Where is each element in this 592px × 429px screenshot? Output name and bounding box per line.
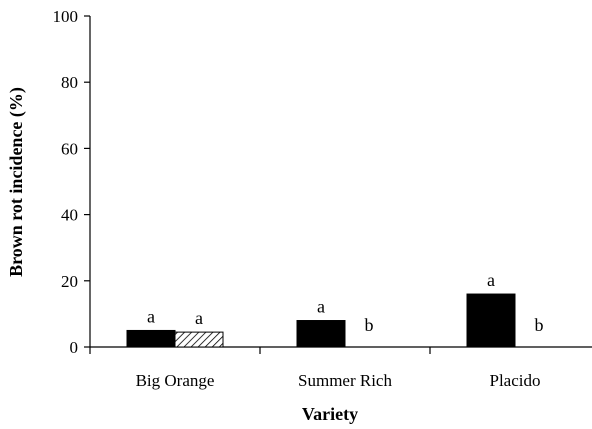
y-tick-label: 60: [61, 139, 78, 158]
bar-series2: [174, 331, 224, 348]
bar-series1: [466, 293, 516, 348]
significance-letter: a: [195, 308, 203, 328]
significance-letter: a: [317, 297, 325, 317]
significance-letter: b: [365, 315, 374, 335]
bar-series1: [296, 320, 346, 348]
x-tick-label: Summer Rich: [298, 371, 392, 390]
bar-series1: [126, 329, 176, 348]
y-tick-label: 0: [70, 338, 79, 357]
x-tick-label: Big Orange: [136, 371, 215, 390]
significance-letter: b: [535, 315, 544, 335]
y-axis-label: Brown rot incidence (%): [6, 87, 27, 277]
y-tick-label: 20: [61, 272, 78, 291]
plot-area: 0 20 40 60 80 100 Big Orange Summer Rich Placido…: [53, 7, 592, 390]
x-axis-label: Variety: [302, 404, 358, 424]
y-tick-label: 40: [61, 206, 78, 225]
significance-letter: a: [147, 306, 155, 326]
x-tick-label: Placido: [490, 371, 541, 390]
y-tick-label: 80: [61, 73, 78, 92]
y-tick-label: 100: [53, 7, 79, 26]
significance-letter: a: [487, 270, 495, 290]
